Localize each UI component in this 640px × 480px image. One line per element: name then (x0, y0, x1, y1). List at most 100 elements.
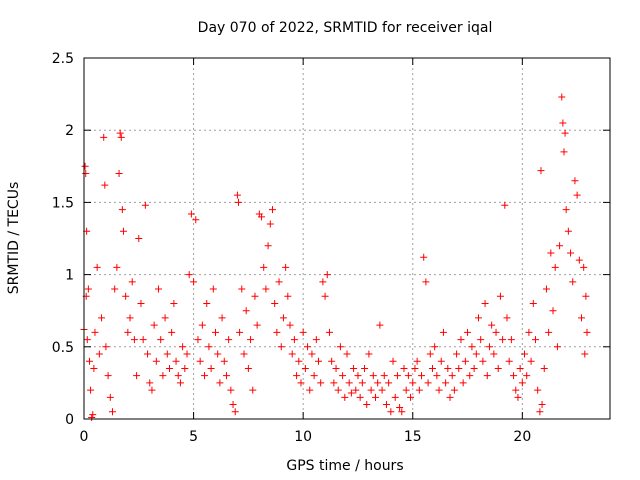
data-point (389, 357, 397, 365)
data-point (260, 263, 268, 271)
x-axis-label: GPS time / hours (286, 458, 403, 474)
data-point (179, 343, 187, 351)
data-point (196, 357, 204, 365)
data-point (82, 170, 90, 178)
data-point (150, 321, 158, 329)
data-point (549, 307, 557, 315)
data-point (580, 263, 588, 271)
data-point (350, 364, 358, 372)
data-point (573, 191, 581, 199)
data-point (293, 372, 301, 380)
data-point (376, 321, 384, 329)
data-point (304, 343, 312, 351)
plot-frame (83, 57, 611, 420)
data-point (238, 285, 246, 293)
data-point (521, 350, 529, 358)
data-point (222, 372, 230, 380)
data-point (422, 278, 430, 286)
data-point (352, 386, 360, 394)
data-point (391, 393, 399, 401)
data-point (382, 401, 390, 409)
data-point (148, 386, 156, 394)
data-point (284, 292, 292, 300)
data-point (95, 350, 103, 358)
data-point (113, 263, 121, 271)
data-point (275, 278, 283, 286)
axis-ticks: 0 0.5 1 1.5 2 2.5 0 5 10 15 20 (52, 51, 610, 445)
data-point (118, 206, 126, 214)
data-point (571, 177, 579, 185)
data-point (216, 379, 224, 387)
data-point (540, 364, 548, 372)
data-point (229, 401, 237, 409)
data-point (470, 364, 478, 372)
data-point (446, 393, 454, 401)
data-point (507, 336, 515, 344)
data-point (343, 350, 351, 358)
data-point (415, 386, 423, 394)
data-point (339, 372, 347, 380)
data-point (279, 314, 287, 322)
data-point (371, 393, 379, 401)
data-point (273, 328, 281, 336)
data-point (578, 314, 586, 322)
data-point (306, 386, 314, 394)
data-point (496, 292, 504, 300)
data-point (534, 386, 542, 394)
data-point (119, 227, 127, 235)
data-point (174, 372, 182, 380)
data-point (330, 379, 338, 387)
data-point (277, 343, 285, 351)
data-point (198, 321, 206, 329)
data-point (137, 299, 145, 307)
data-point (569, 278, 577, 286)
data-point (387, 408, 395, 416)
data-point (553, 343, 561, 351)
data-point (157, 336, 165, 344)
data-point (407, 393, 415, 401)
data-point (433, 372, 441, 380)
data-point (393, 372, 401, 380)
data-point (242, 307, 250, 315)
data-point (450, 386, 458, 394)
data-point (457, 336, 465, 344)
data-point (564, 227, 572, 235)
data-point (556, 242, 564, 250)
data-point (93, 263, 101, 271)
data-point (336, 343, 344, 351)
data-point (551, 263, 559, 271)
data-point (87, 386, 95, 394)
data-point (102, 343, 110, 351)
data-point (477, 336, 485, 344)
data-point (207, 364, 215, 372)
data-point (288, 350, 296, 358)
data-point (144, 350, 152, 358)
data-point (356, 393, 364, 401)
data-point (231, 408, 239, 416)
data-point (523, 372, 531, 380)
data-point (321, 292, 329, 300)
x-tick-label: 0 (80, 429, 89, 445)
y-axis-label: SRMTID / TECUs (6, 182, 22, 295)
data-point (141, 201, 149, 209)
data-point (536, 408, 544, 416)
data-point (312, 336, 320, 344)
data-point (380, 372, 388, 380)
data-point (542, 285, 550, 293)
grid-lines (84, 58, 610, 419)
data-point (133, 372, 141, 380)
data-point (332, 364, 340, 372)
data-point (299, 328, 307, 336)
data-point (488, 321, 496, 329)
data-point (297, 379, 305, 387)
data-point (365, 350, 373, 358)
data-point (424, 379, 432, 387)
data-point (190, 278, 198, 286)
data-point (575, 256, 583, 264)
data-point (84, 285, 92, 293)
y-tick-label: 0.5 (52, 340, 74, 356)
data-point (251, 292, 259, 300)
data-point (437, 357, 445, 365)
